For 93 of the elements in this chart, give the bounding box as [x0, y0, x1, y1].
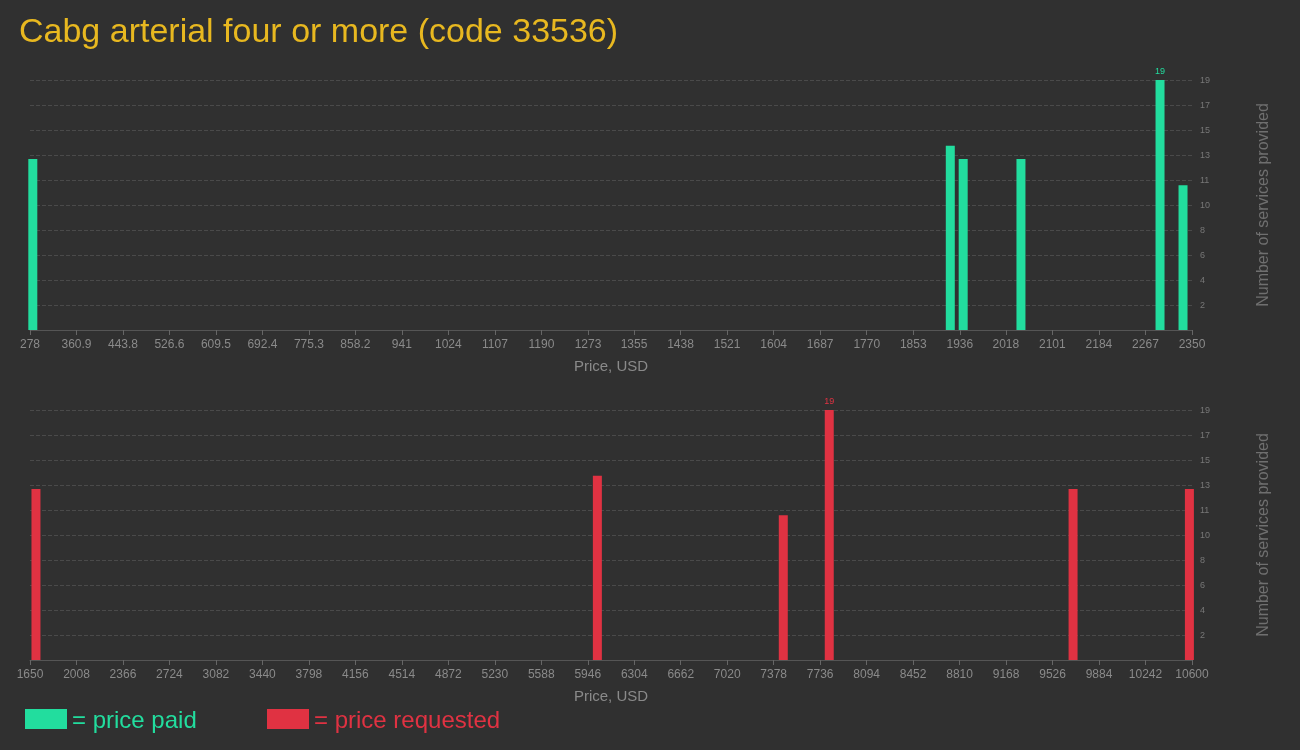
x-tick-label: 1107	[482, 337, 509, 351]
x-tick-label: 4156	[342, 667, 370, 681]
data-label: 19	[1155, 65, 1166, 76]
y-tick-label: 6	[1200, 580, 1206, 590]
x-tick-label: 1936	[946, 337, 974, 351]
bar	[1068, 488, 1078, 660]
x-tick-label: 1687	[806, 337, 834, 351]
chart-title: Cabg arterial four or more (code 33536)	[19, 11, 619, 49]
x-tick-label: 941	[391, 337, 413, 351]
x-tick-label: 1521	[713, 337, 741, 351]
y-tick-label: 15	[1200, 455, 1211, 465]
bar	[31, 488, 41, 660]
x-tick-label: 360.9	[61, 337, 92, 351]
x-axis-title: Price, USD	[573, 357, 649, 374]
y-tick-label: 17	[1200, 430, 1211, 440]
x-axis-title: Price, USD	[573, 687, 649, 704]
y-tick-label: 17	[1200, 100, 1211, 110]
x-tick-label: 1438	[667, 337, 695, 351]
bar	[1016, 158, 1026, 330]
x-tick-label: 2018	[992, 337, 1020, 351]
bar	[592, 475, 602, 660]
bar	[778, 515, 788, 660]
y-tick-label: 4	[1200, 605, 1206, 615]
x-tick-label: 5946	[574, 667, 602, 681]
x-tick-label: 1650	[16, 667, 44, 681]
x-tick-label: 8810	[946, 667, 974, 681]
legend-label: = price requested	[314, 705, 501, 733]
y-tick-label: 19	[1200, 405, 1211, 415]
legend-label: = price paid	[72, 705, 197, 733]
x-tick-label: 4872	[434, 667, 462, 681]
x-tick-label: 692.4	[247, 337, 278, 351]
y-tick-label: 2	[1200, 300, 1206, 310]
x-tick-label: 2008	[63, 667, 91, 681]
x-tick-label: 2724	[156, 667, 184, 681]
x-tick-label: 3082	[202, 667, 230, 681]
y-tick-label: 10	[1200, 200, 1211, 210]
bar	[958, 158, 968, 330]
bar	[1155, 80, 1165, 330]
y-tick-label: 11	[1200, 505, 1210, 515]
y-tick-label: 2	[1200, 630, 1206, 640]
x-tick-label: 1853	[899, 337, 927, 351]
x-tick-label: 10242	[1128, 667, 1163, 681]
y-tick-label: 6	[1200, 250, 1206, 260]
x-tick-label: 9526	[1039, 667, 1067, 681]
y-tick-label: 8	[1200, 555, 1206, 565]
x-tick-label: 443.8	[107, 337, 139, 351]
y-tick-label: 4	[1200, 275, 1206, 285]
x-tick-label: 2267	[1132, 337, 1160, 351]
y-tick-label: 13	[1200, 480, 1211, 490]
x-tick-label: 10600	[1175, 667, 1210, 681]
x-tick-label: 1273	[574, 337, 602, 351]
y-tick-label: 10	[1200, 530, 1211, 540]
x-tick-label: 5230	[481, 667, 509, 681]
x-tick-label: 2350	[1178, 337, 1206, 351]
x-tick-label: 9884	[1085, 667, 1113, 681]
x-tick-label: 3798	[295, 667, 323, 681]
y-tick-label: 19	[1200, 75, 1211, 85]
x-tick-label: 1355	[620, 337, 648, 351]
y-tick-label: 15	[1200, 125, 1211, 135]
x-tick-label: 2184	[1085, 337, 1113, 351]
x-tick-label: 526.6	[154, 337, 185, 351]
bar	[824, 410, 834, 660]
bar	[1178, 185, 1188, 330]
bar	[1184, 488, 1194, 660]
x-tick-label: 2101	[1039, 337, 1067, 351]
x-tick-label: 7736	[806, 667, 834, 681]
y-tick-label: 8	[1200, 225, 1206, 235]
x-tick-label: 278	[19, 337, 41, 351]
bar	[28, 158, 38, 330]
x-tick-label: 1190	[528, 337, 555, 351]
x-tick-label: 2366	[109, 667, 137, 681]
x-tick-label: 8094	[853, 667, 881, 681]
x-tick-label: 1604	[760, 337, 788, 351]
x-tick-label: 7378	[760, 667, 788, 681]
x-tick-label: 6662	[667, 667, 695, 681]
x-tick-label: 1024	[435, 337, 463, 351]
x-tick-label: 3440	[249, 667, 277, 681]
x-tick-label: 609.5	[200, 337, 232, 351]
y-tick-label: 11	[1200, 175, 1210, 185]
x-tick-label: 8452	[899, 667, 927, 681]
x-tick-label: 6304	[620, 667, 648, 681]
x-tick-label: 858.2	[340, 337, 371, 351]
x-tick-label: 7020	[713, 667, 741, 681]
x-tick-label: 9168	[992, 667, 1020, 681]
y-tick-label: 13	[1200, 150, 1211, 160]
x-tick-label: 775.3	[293, 337, 325, 351]
x-tick-label: 4514	[388, 667, 416, 681]
data-label: 19	[824, 395, 835, 406]
y-axis-title: Number of services provided	[1253, 433, 1271, 637]
x-tick-label: 5588	[527, 667, 555, 681]
bar	[945, 145, 955, 330]
y-axis-title: Number of services provided	[1253, 103, 1271, 307]
x-tick-label: 1770	[853, 337, 881, 351]
